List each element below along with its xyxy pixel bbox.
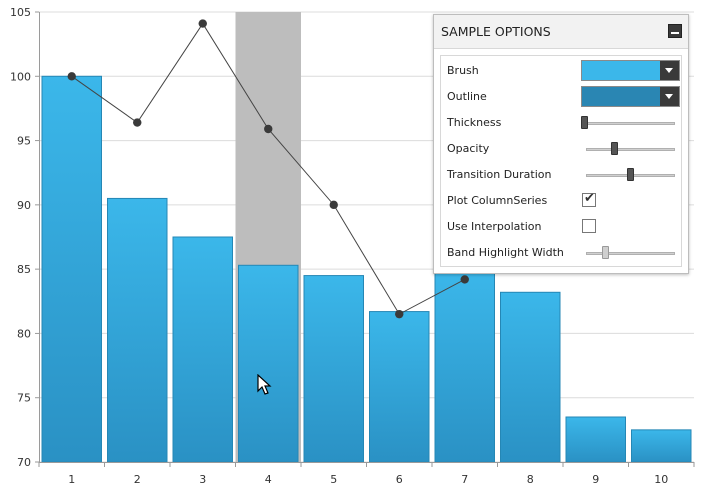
x-tick-label: 3: [199, 473, 206, 486]
outline-color-picker[interactable]: [581, 86, 680, 107]
line-point: [264, 124, 273, 134]
y-tick-label: 85: [17, 263, 31, 276]
chevron-down-icon[interactable]: [660, 87, 679, 106]
interpolation-checkbox[interactable]: ✔: [582, 219, 596, 233]
panel-body: Brush Outline Thickness Opacity Transiti…: [440, 55, 682, 267]
x-tick-label: 1: [68, 473, 75, 486]
collapse-icon[interactable]: [668, 24, 682, 38]
opacity-row: Opacity: [441, 136, 681, 162]
bar: [369, 311, 430, 463]
bar: [434, 271, 495, 463]
axes: 70 75 80 85 90 95 100 105 1 2 3 4 5 6 7 8 9 10: [10, 6, 695, 486]
line-point: [198, 19, 207, 28]
x-tick-label: 4: [265, 473, 272, 486]
bar: [172, 236, 233, 463]
y-tick-label: 70: [17, 456, 31, 469]
checkmark-icon: ✔: [584, 191, 595, 206]
plot-column-checkbox[interactable]: ✔: [582, 191, 596, 207]
y-tick-label: 105: [10, 6, 31, 19]
transition-slider-thumb[interactable]: [627, 168, 634, 181]
y-tick-label: 75: [17, 392, 31, 405]
bar: [107, 197, 168, 463]
transition-label: Transition Duration: [447, 168, 552, 181]
line-point: [395, 309, 404, 319]
thickness-slider-track[interactable]: [581, 122, 675, 125]
y-tick-label: 95: [17, 135, 31, 148]
opacity-slider-track[interactable]: [586, 148, 675, 151]
band-width-slider-thumb[interactable]: [602, 246, 610, 259]
x-tick-label: 8: [527, 473, 534, 486]
band-width-row: Band Highlight Width: [441, 240, 681, 266]
x-tick-label: 7: [461, 473, 468, 486]
mouse-cursor-icon: [257, 374, 272, 395]
band-width-label: Band Highlight Width: [447, 246, 564, 259]
bar: [631, 429, 692, 463]
y-tick-label: 80: [17, 327, 31, 340]
opacity-label: Opacity: [447, 142, 490, 155]
x-tick-label: 5: [330, 473, 337, 486]
plot-column-label: Plot ColumnSeries: [447, 194, 548, 207]
thickness-slider-thumb[interactable]: [581, 116, 588, 129]
interpolation-label: Use Interpolation: [447, 220, 542, 233]
x-tick-label: 2: [134, 473, 141, 486]
plot-column-row: Plot ColumnSeries ✔: [441, 188, 681, 214]
interpolation-row: Use Interpolation ✔: [441, 214, 681, 240]
panel-header: SAMPLE OPTIONS: [434, 15, 688, 49]
y-tick-label: 100: [10, 70, 31, 83]
bar: [238, 264, 299, 463]
line-point: [329, 200, 338, 210]
brush-row: Brush: [441, 58, 681, 84]
panel-title: SAMPLE OPTIONS: [441, 24, 551, 39]
band-width-slider-track[interactable]: [586, 252, 675, 255]
brush-color-picker[interactable]: [581, 60, 680, 81]
x-tick-label: 9: [592, 473, 599, 486]
line-point: [460, 275, 469, 284]
outline-row: Outline: [441, 84, 681, 110]
sample-options-panel: SAMPLE OPTIONS Brush Outline Thickness O…: [433, 14, 689, 274]
transition-row: Transition Duration: [441, 162, 681, 188]
thickness-label: Thickness: [447, 116, 502, 129]
line-point: [133, 118, 142, 127]
thickness-row: Thickness: [441, 110, 681, 136]
line-series: [67, 19, 469, 319]
brush-label: Brush: [447, 64, 479, 77]
chevron-down-icon[interactable]: [660, 61, 679, 80]
y-tick-label: 90: [17, 199, 31, 212]
bar: [303, 275, 364, 463]
opacity-slider-thumb[interactable]: [610, 142, 618, 155]
bar-series: [41, 75, 692, 463]
x-tick-label: 10: [654, 473, 668, 486]
line-point: [67, 72, 76, 81]
bar: [41, 75, 102, 463]
bar: [565, 416, 626, 463]
bar: [500, 291, 561, 463]
x-tick-label: 6: [396, 473, 403, 486]
outline-label: Outline: [447, 90, 487, 103]
